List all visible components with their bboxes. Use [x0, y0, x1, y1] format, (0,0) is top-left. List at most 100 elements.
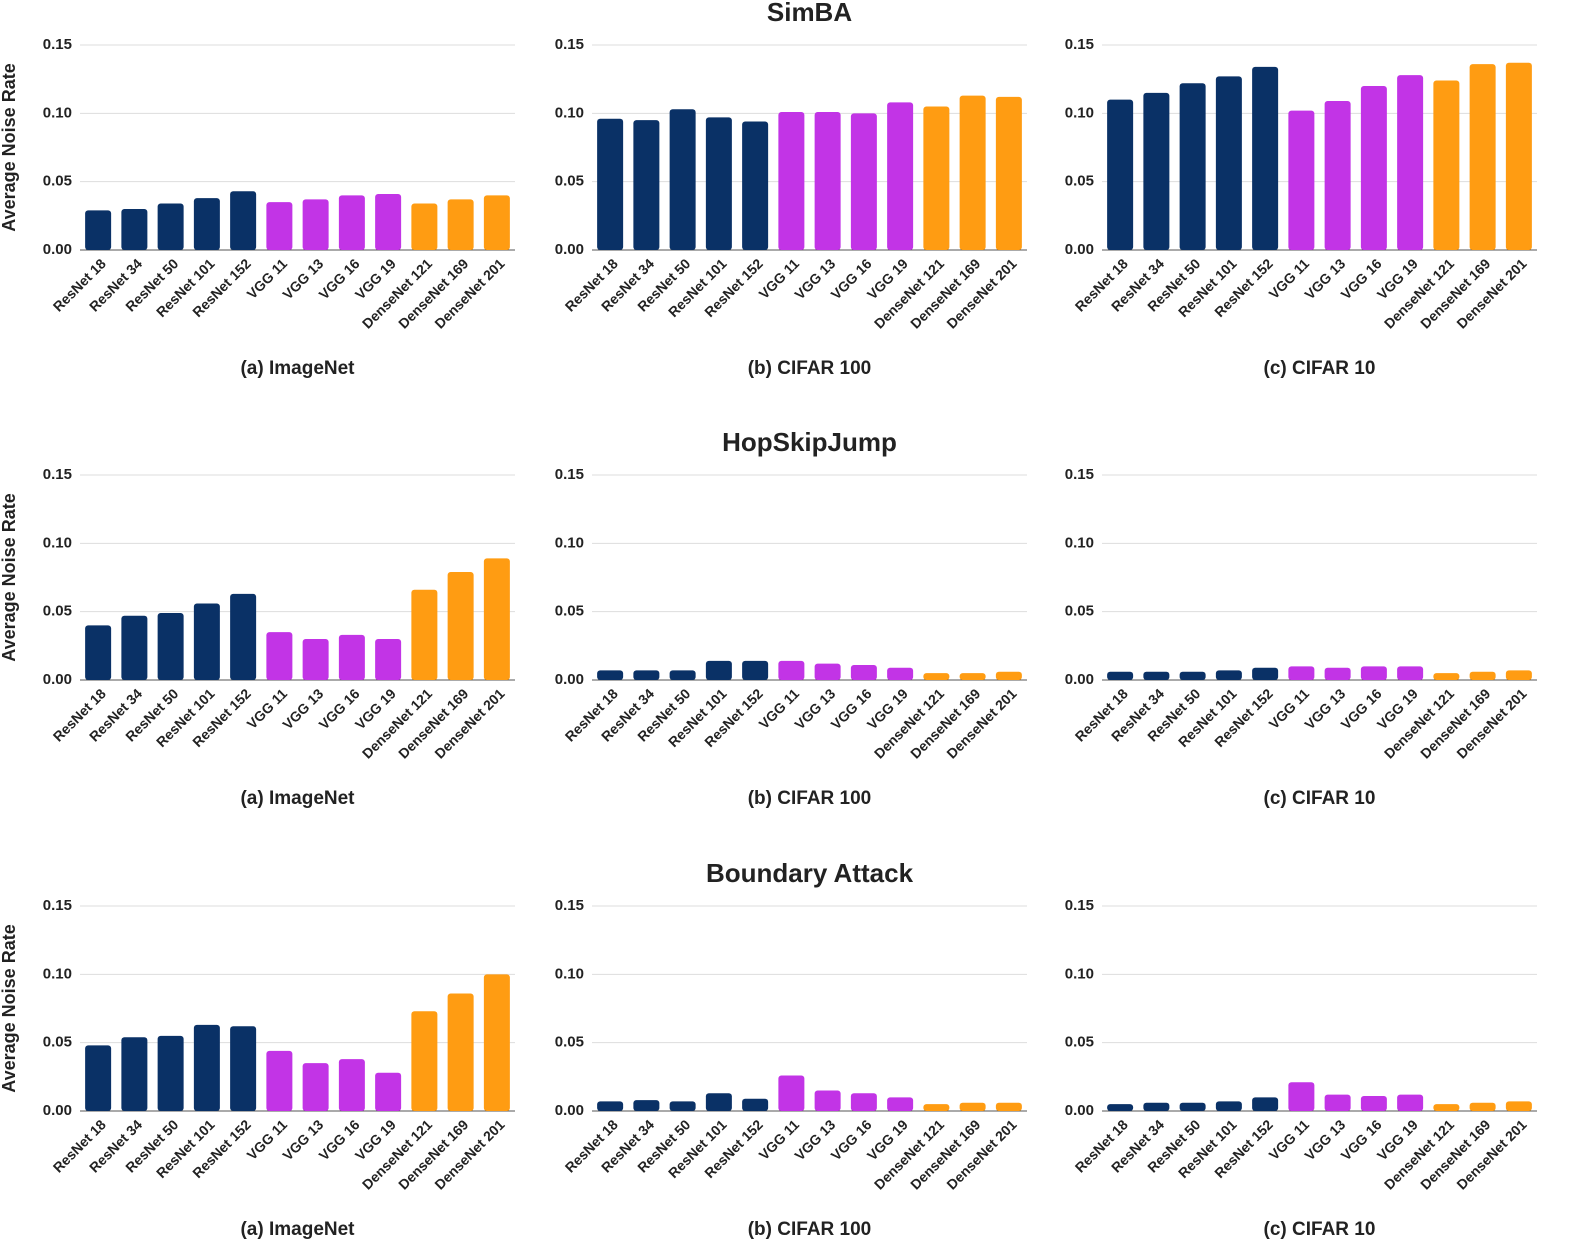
bar: [266, 202, 293, 250]
bar: [1324, 101, 1351, 251]
y-tick-label: 0.10: [1065, 965, 1094, 982]
y-tick-label: 0.00: [1065, 671, 1094, 688]
y-tick-label: 0.05: [43, 603, 72, 620]
bar: [447, 199, 474, 250]
chart-subtitle: (a) ImageNet: [240, 358, 355, 379]
bar: [302, 1063, 329, 1111]
bar: [1107, 99, 1134, 251]
bar: [923, 106, 950, 250]
y-tick-label: 0.00: [555, 1102, 584, 1119]
y-tick-label: 0.10: [43, 104, 72, 121]
bar: [778, 660, 805, 680]
y-tick-label: 0.10: [555, 965, 584, 982]
bar: [157, 203, 184, 250]
bar: [887, 667, 914, 680]
bar: [995, 671, 1022, 680]
bar: [814, 663, 841, 680]
bar: [923, 1104, 950, 1111]
bar: [1397, 75, 1424, 250]
bar: [375, 1072, 402, 1111]
chart-subtitle: (b) CIFAR 100: [748, 788, 872, 809]
chart-subtitle: (b) CIFAR 100: [748, 1219, 872, 1240]
bar: [1252, 66, 1279, 250]
bar: [230, 593, 257, 680]
bar: [1433, 80, 1460, 251]
bar: [193, 1024, 220, 1111]
bar: [1469, 64, 1496, 250]
bar: [1360, 1095, 1387, 1111]
bar: [230, 191, 257, 250]
bar: [705, 117, 732, 250]
y-tick-label: 0.15: [1065, 897, 1094, 914]
bar: [959, 673, 986, 680]
bar: [597, 118, 624, 250]
y-tick-label: 0.00: [43, 671, 72, 688]
bar: [1107, 1104, 1134, 1111]
bar: [1505, 1101, 1532, 1111]
bar: [447, 993, 474, 1111]
bar: [887, 1097, 914, 1111]
bar: [778, 111, 805, 250]
bar: [483, 195, 510, 250]
y-tick-label: 0.05: [43, 173, 72, 190]
y-tick-label: 0.15: [43, 36, 72, 53]
bar: [483, 974, 510, 1111]
bar: [1505, 670, 1532, 680]
bar: [266, 1050, 293, 1111]
bar: [1179, 1102, 1206, 1111]
y-tick-label: 0.15: [43, 897, 72, 914]
bar: [1107, 671, 1134, 680]
y-tick-label: 0.15: [555, 466, 584, 483]
bar: [193, 198, 220, 250]
bar: [157, 1035, 184, 1111]
bar: [705, 1093, 732, 1111]
bar: [850, 664, 877, 680]
y-tick-label: 0.00: [555, 241, 584, 258]
bar: [338, 1059, 365, 1111]
bar: [742, 1098, 769, 1111]
bar: [850, 113, 877, 250]
chart-subtitle: (c) CIFAR 10: [1264, 1219, 1376, 1240]
chart-subtitle: (a) ImageNet: [240, 1219, 355, 1240]
bar: [1143, 671, 1170, 680]
chart-subtitle: (a) ImageNet: [240, 788, 355, 809]
bar: [193, 603, 220, 680]
y-tick-label: 0.00: [555, 671, 584, 688]
bar: [375, 193, 402, 250]
y-tick-label: 0.05: [1065, 1034, 1094, 1051]
y-tick-label: 0.10: [555, 534, 584, 551]
y-axis-label: Average Noise Rate: [0, 924, 19, 1092]
bar: [1215, 1101, 1242, 1111]
bar: [669, 1101, 696, 1111]
bar: [1469, 671, 1496, 680]
bar: [923, 673, 950, 680]
chart-title: Boundary Attack: [706, 858, 914, 888]
bar: [1397, 1094, 1424, 1111]
bar: [1505, 62, 1532, 251]
bar: [157, 613, 184, 680]
bar: [597, 670, 624, 680]
bar: [121, 1037, 148, 1111]
bar: [266, 632, 293, 680]
bar: [1215, 76, 1242, 250]
y-tick-label: 0.10: [1065, 534, 1094, 551]
chart-subtitle: (c) CIFAR 10: [1264, 358, 1376, 379]
bar: [633, 1100, 660, 1111]
bar: [1288, 110, 1315, 250]
bar: [995, 1102, 1022, 1111]
bar: [1143, 1102, 1170, 1111]
bar: [1252, 1097, 1279, 1111]
y-tick-label: 0.05: [555, 173, 584, 190]
bar: [1469, 1102, 1496, 1111]
bar: [597, 1101, 624, 1111]
bar: [669, 670, 696, 680]
bar: [230, 1026, 257, 1111]
y-tick-label: 0.10: [1065, 104, 1094, 121]
y-tick-label: 0.15: [43, 466, 72, 483]
chart-title: SimBA: [767, 0, 852, 27]
y-tick-label: 0.10: [43, 965, 72, 982]
chart-title: HopSkipJump: [722, 427, 897, 457]
bar: [1179, 671, 1206, 680]
bar: [447, 572, 474, 680]
